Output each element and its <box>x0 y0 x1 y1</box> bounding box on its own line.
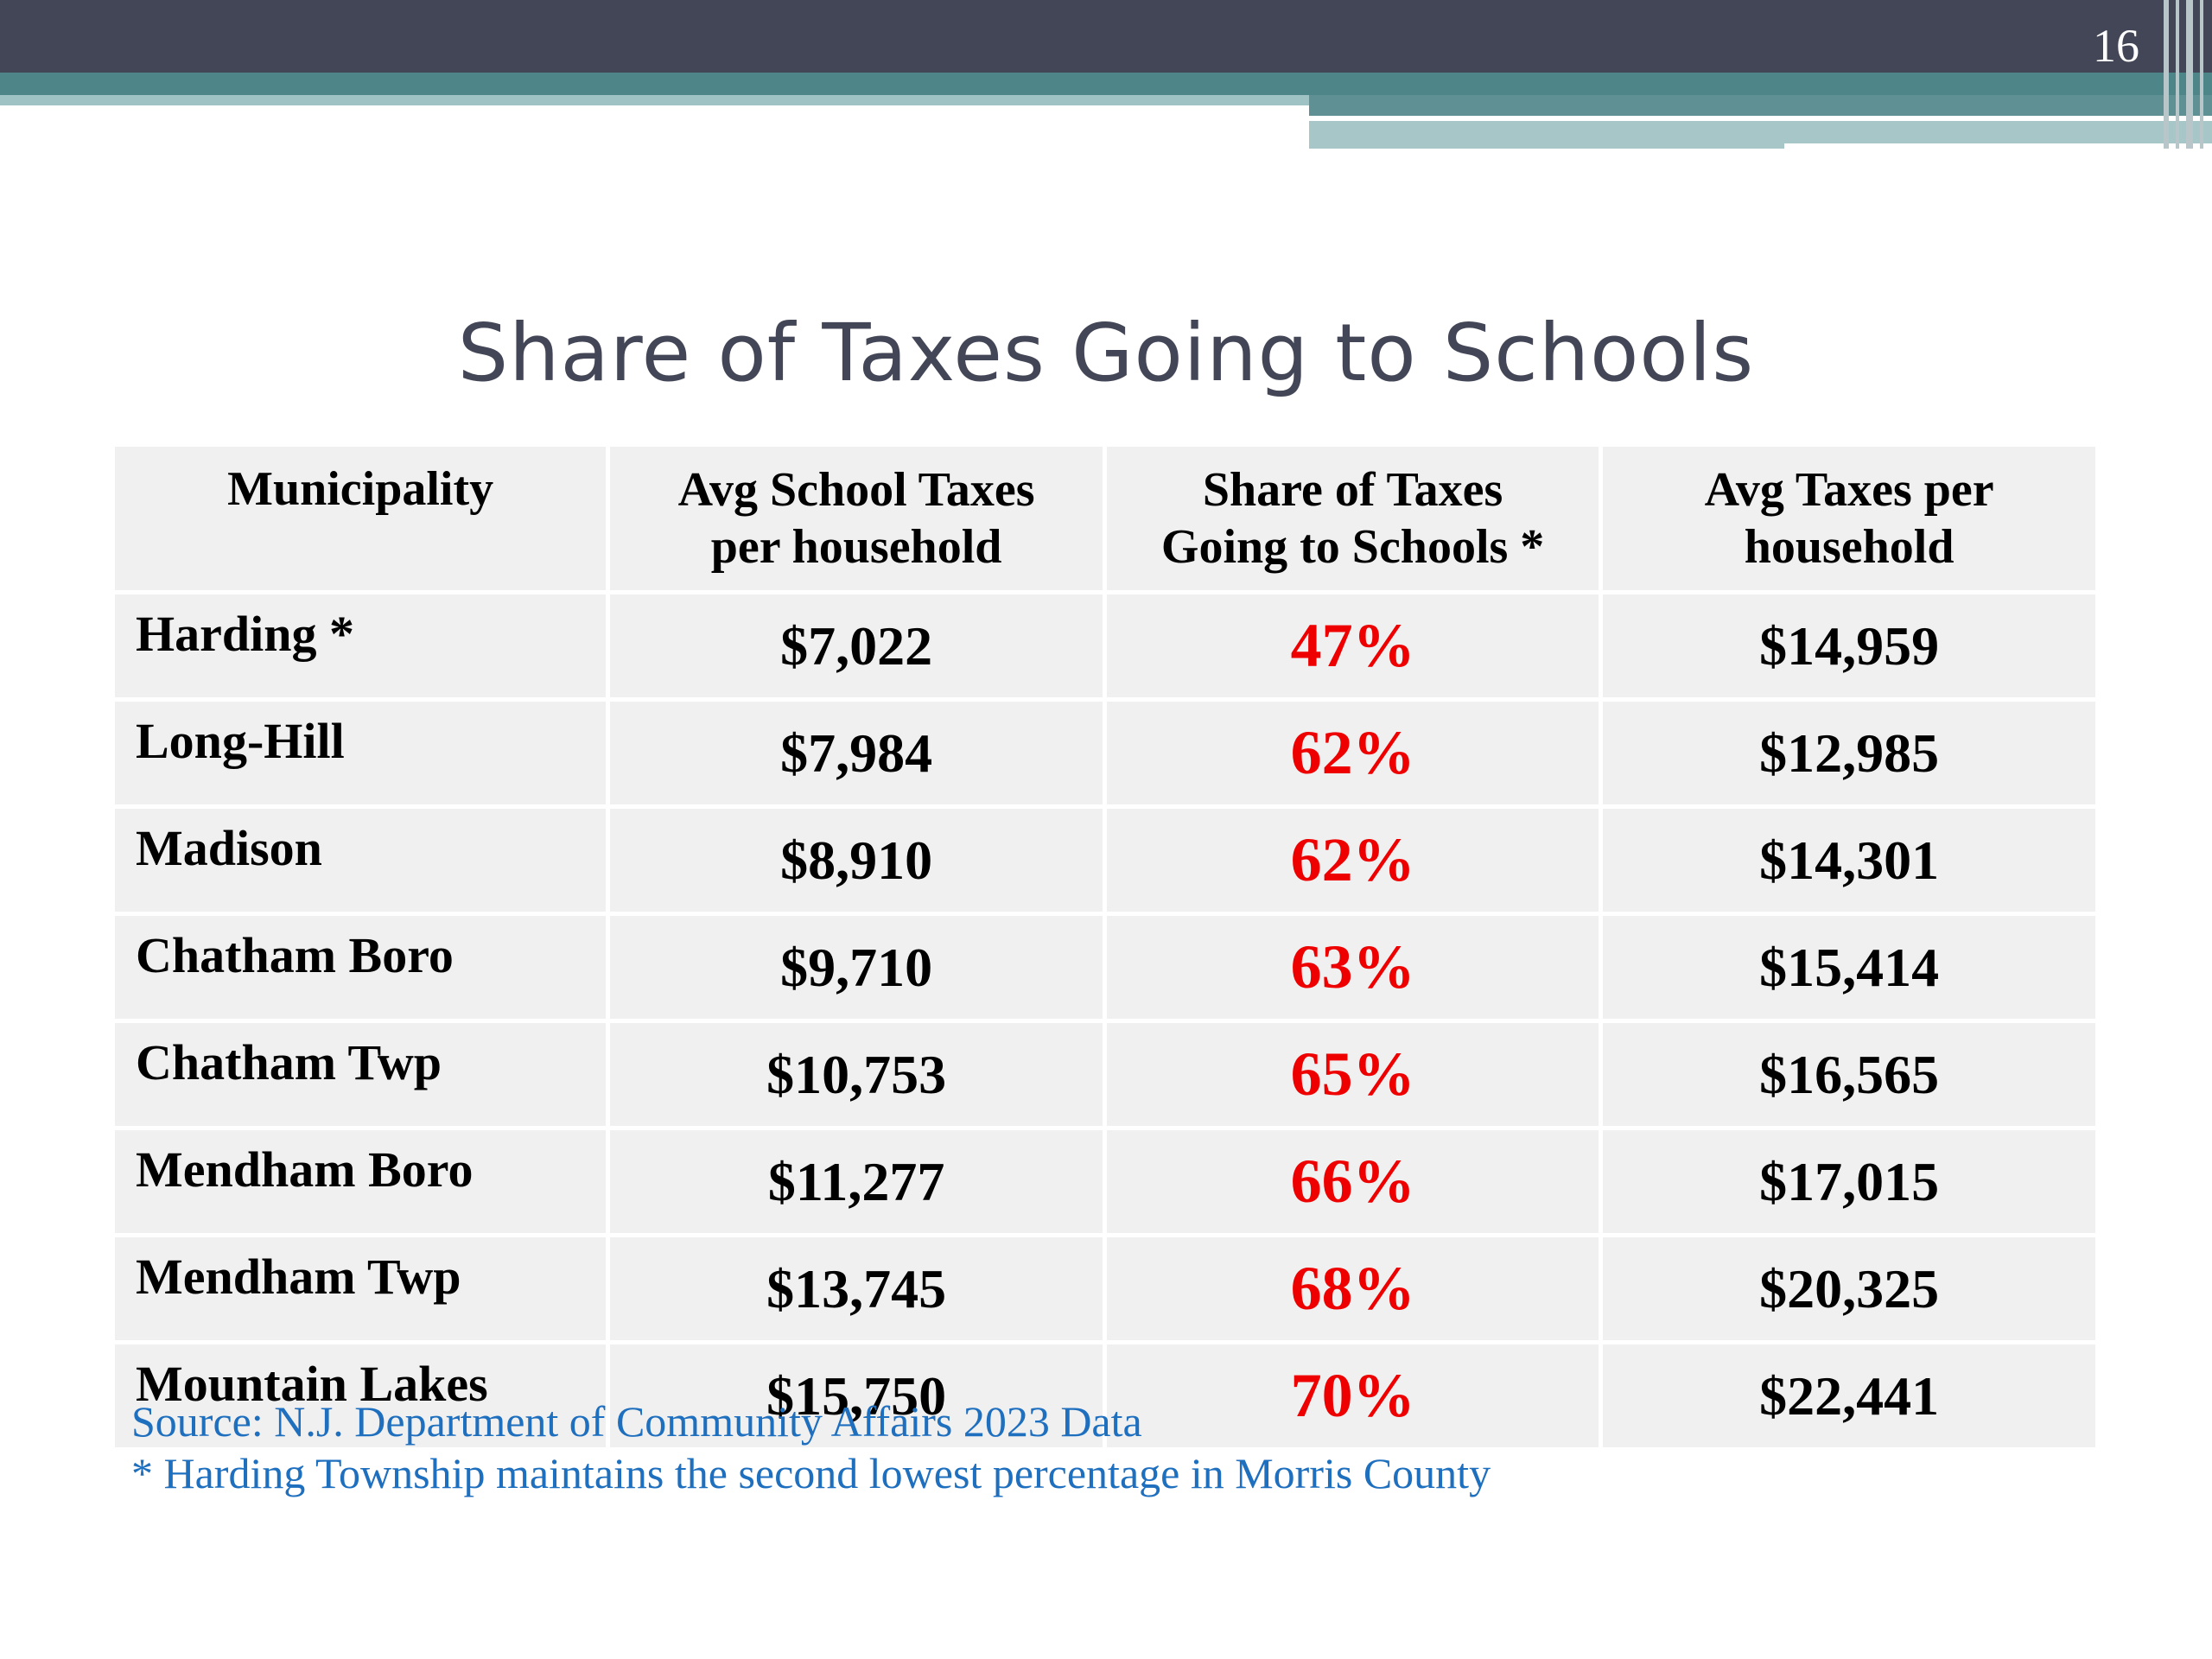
table-row: Madison $8,910 62% $14,301 <box>115 809 2095 912</box>
school-taxes-cell: $11,277 <box>610 1130 1103 1233</box>
school-taxes-cell: $9,710 <box>610 916 1103 1019</box>
share-cell: 66% <box>1106 1130 1599 1233</box>
table-row: Chatham Boro $9,710 63% $15,414 <box>115 916 2095 1019</box>
banner-stripe <box>0 95 1309 105</box>
table-row: Harding * $7,022 47% $14,959 <box>115 594 2095 697</box>
footnote-line: * Harding Township maintains the second … <box>131 1449 1491 1497</box>
header-avg-taxes: Avg Taxes per household <box>1603 447 2095 590</box>
banner-stripe <box>0 73 2212 95</box>
total-taxes-cell: $22,441 <box>1603 1344 2095 1447</box>
tax-table: Municipality Avg School Taxes per househ… <box>111 442 2100 1452</box>
table-header-row: Municipality Avg School Taxes per househ… <box>115 447 2095 590</box>
header-municipality: Municipality <box>115 447 607 590</box>
municipality-cell: Harding * <box>115 594 607 697</box>
municipality-cell: Mendham Twp <box>115 1237 607 1340</box>
school-taxes-cell: $13,745 <box>610 1237 1103 1340</box>
header-line: Going to Schools * <box>1160 520 1545 574</box>
total-taxes-cell: $14,301 <box>1603 809 2095 912</box>
total-taxes-cell: $15,414 <box>1603 916 2095 1019</box>
banner-stripe <box>1309 95 2212 116</box>
header-line: per household <box>710 520 1002 574</box>
header-line: household <box>1744 520 1955 574</box>
table-row: Mendham Twp $13,745 68% $20,325 <box>115 1237 2095 1340</box>
table-row: Chatham Twp $10,753 65% $16,565 <box>115 1023 2095 1126</box>
source-note: Source: N.J. Department of Community Aff… <box>131 1395 1491 1499</box>
share-cell: 68% <box>1106 1237 1599 1340</box>
top-banner <box>0 0 2212 73</box>
table-row: Mendham Boro $11,277 66% $17,015 <box>115 1130 2095 1233</box>
header-line: Avg School Taxes <box>677 463 1035 517</box>
municipality-cell: Mendham Boro <box>115 1130 607 1233</box>
slide-number: 16 <box>2093 20 2139 72</box>
total-taxes-cell: $17,015 <box>1603 1130 2095 1233</box>
school-taxes-cell: $7,022 <box>610 594 1103 697</box>
header-share-of-taxes: Share of Taxes Going to Schools * <box>1106 447 1599 590</box>
header-line: Avg Taxes per <box>1704 463 1994 517</box>
total-taxes-cell: $14,959 <box>1603 594 2095 697</box>
total-taxes-cell: $12,985 <box>1603 702 2095 804</box>
header-line: Municipality <box>227 462 494 516</box>
source-line: Source: N.J. Department of Community Aff… <box>131 1397 1142 1446</box>
school-taxes-cell: $15,750 <box>610 1344 1103 1447</box>
table-row: Mountain Lakes $15,750 70% $22,441 <box>115 1344 2095 1447</box>
banner-vertical-lines <box>2152 0 2212 149</box>
share-cell: 63% <box>1106 916 1599 1019</box>
total-taxes-cell: $20,325 <box>1603 1237 2095 1340</box>
share-cell: 47% <box>1106 594 1599 697</box>
slide-title: Share of Taxes Going to Schools <box>457 307 1755 399</box>
municipality-cell: Chatham Boro <box>115 916 607 1019</box>
municipality-cell: Mountain Lakes <box>115 1344 607 1447</box>
share-cell: 62% <box>1106 809 1599 912</box>
municipality-cell: Chatham Twp <box>115 1023 607 1126</box>
share-cell: 62% <box>1106 702 1599 804</box>
municipality-cell: Madison <box>115 809 607 912</box>
total-taxes-cell: $16,565 <box>1603 1023 2095 1126</box>
school-taxes-cell: $10,753 <box>610 1023 1103 1126</box>
school-taxes-cell: $7,984 <box>610 702 1103 804</box>
school-taxes-cell: $8,910 <box>610 809 1103 912</box>
table-row: Long-Hill $7,984 62% $12,985 <box>115 702 2095 804</box>
banner-stripe <box>1309 116 2048 121</box>
share-cell: 65% <box>1106 1023 1599 1126</box>
header-avg-school-taxes: Avg School Taxes per household <box>610 447 1103 590</box>
banner-stripe <box>1784 143 2212 149</box>
header-line: Share of Taxes <box>1202 463 1503 517</box>
municipality-cell: Long-Hill <box>115 702 607 804</box>
share-cell: 70% <box>1106 1344 1599 1447</box>
